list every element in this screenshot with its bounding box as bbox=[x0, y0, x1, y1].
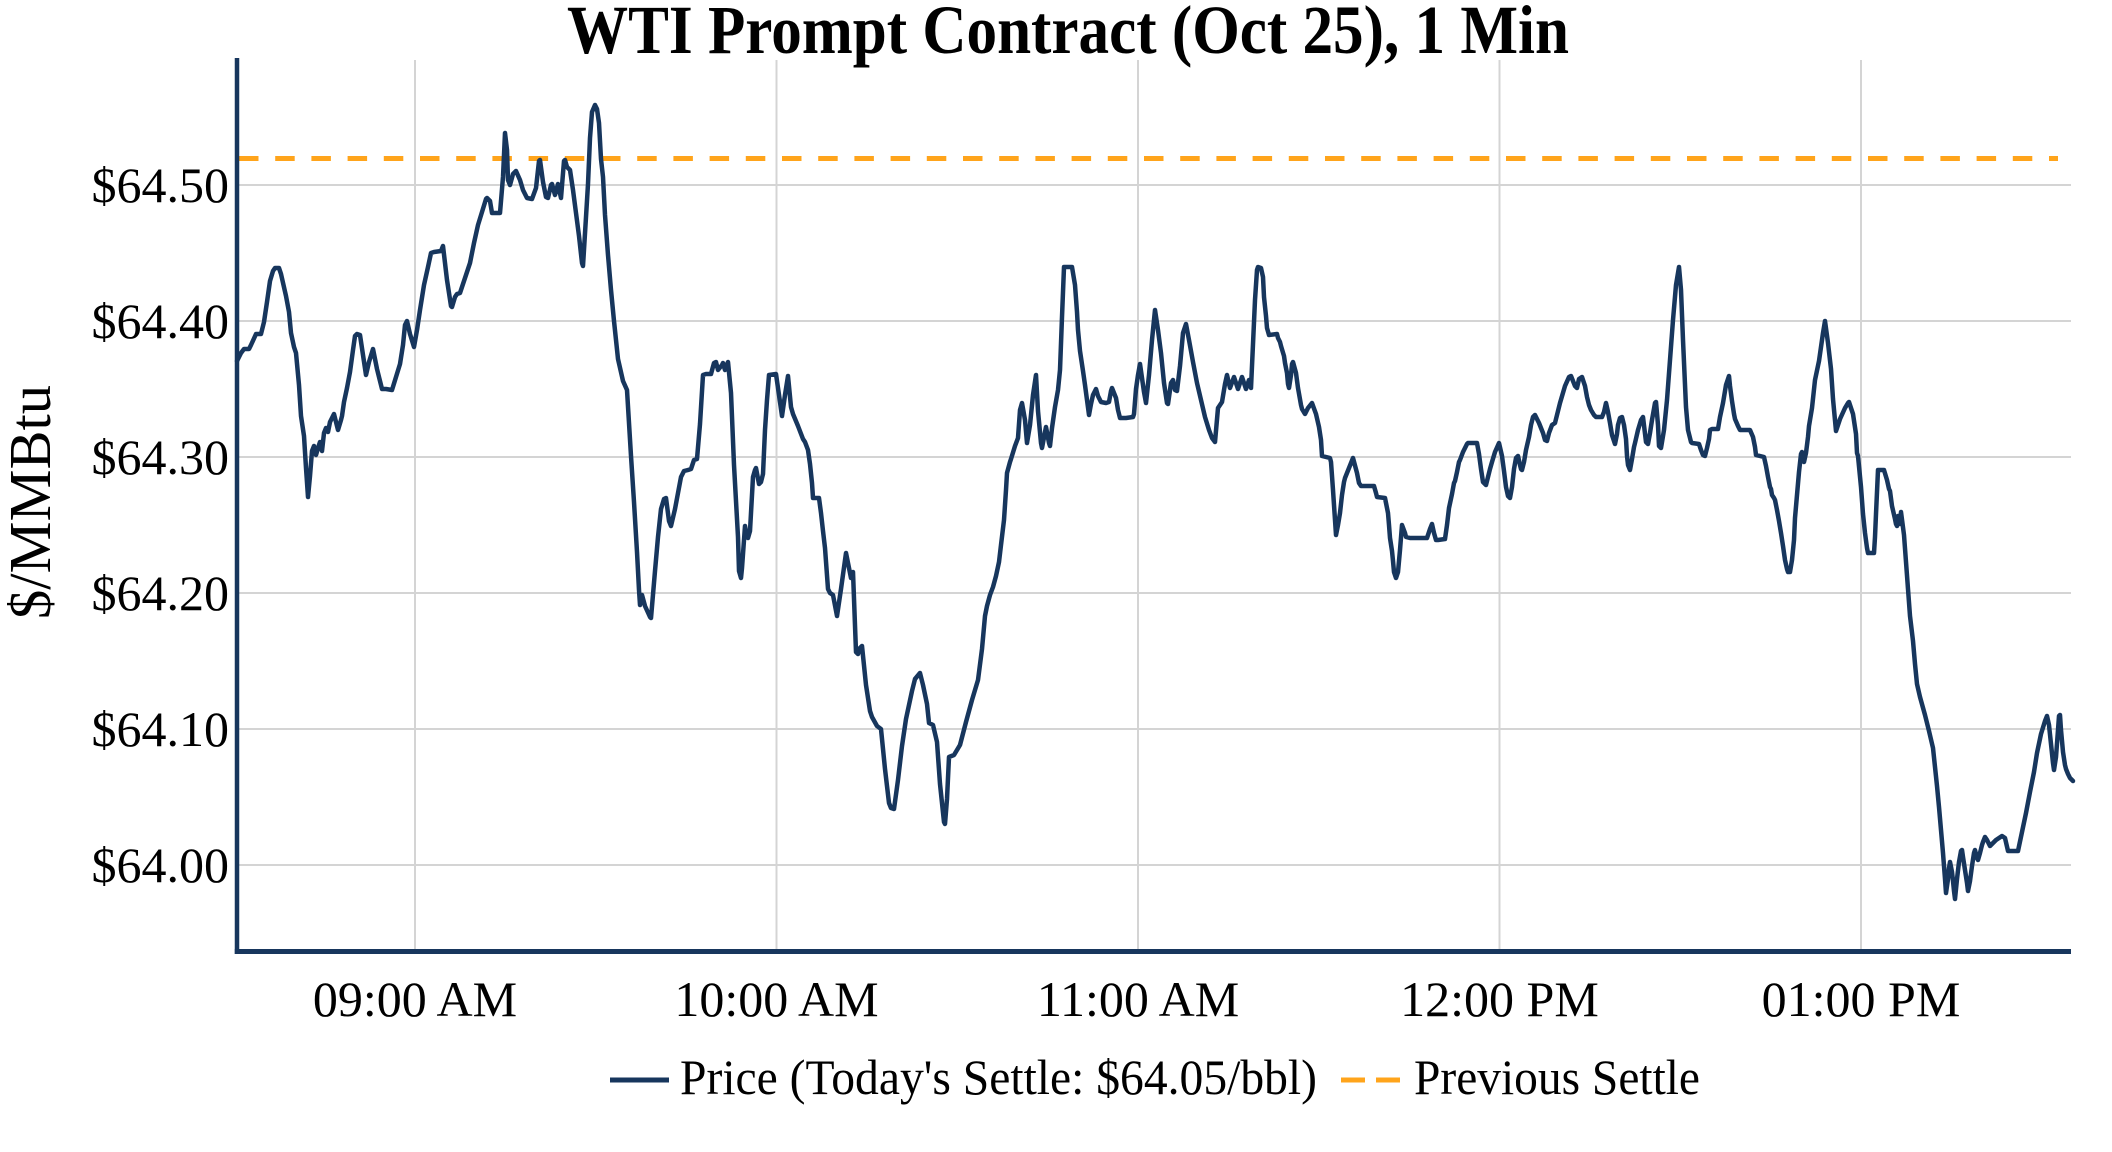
svg-text:$64.50: $64.50 bbox=[92, 157, 230, 213]
svg-text:12:00 PM: 12:00 PM bbox=[1400, 971, 1599, 1027]
svg-text:$64.00: $64.00 bbox=[92, 837, 230, 893]
svg-text:01:00 PM: 01:00 PM bbox=[1762, 971, 1961, 1027]
svg-text:$64.30: $64.30 bbox=[92, 429, 230, 485]
svg-text:$64.20: $64.20 bbox=[92, 565, 230, 621]
svg-text:10:00 AM: 10:00 AM bbox=[674, 971, 878, 1027]
svg-text:WTI Prompt Contract (Oct 25),: WTI Prompt Contract (Oct 25), 1 Min bbox=[567, 0, 1569, 68]
svg-text:Price (Today's Settle: $64.05/: Price (Today's Settle: $64.05/bbl) bbox=[680, 1049, 1317, 1105]
svg-text:$64.40: $64.40 bbox=[92, 293, 230, 349]
svg-text:Previous Settle: Previous Settle bbox=[1414, 1049, 1700, 1105]
svg-text:09:00 AM: 09:00 AM bbox=[313, 971, 517, 1027]
svg-text:$/MMBtu: $/MMBtu bbox=[0, 385, 63, 619]
svg-text:$64.10: $64.10 bbox=[92, 701, 230, 757]
svg-text:11:00 AM: 11:00 AM bbox=[1037, 971, 1239, 1027]
